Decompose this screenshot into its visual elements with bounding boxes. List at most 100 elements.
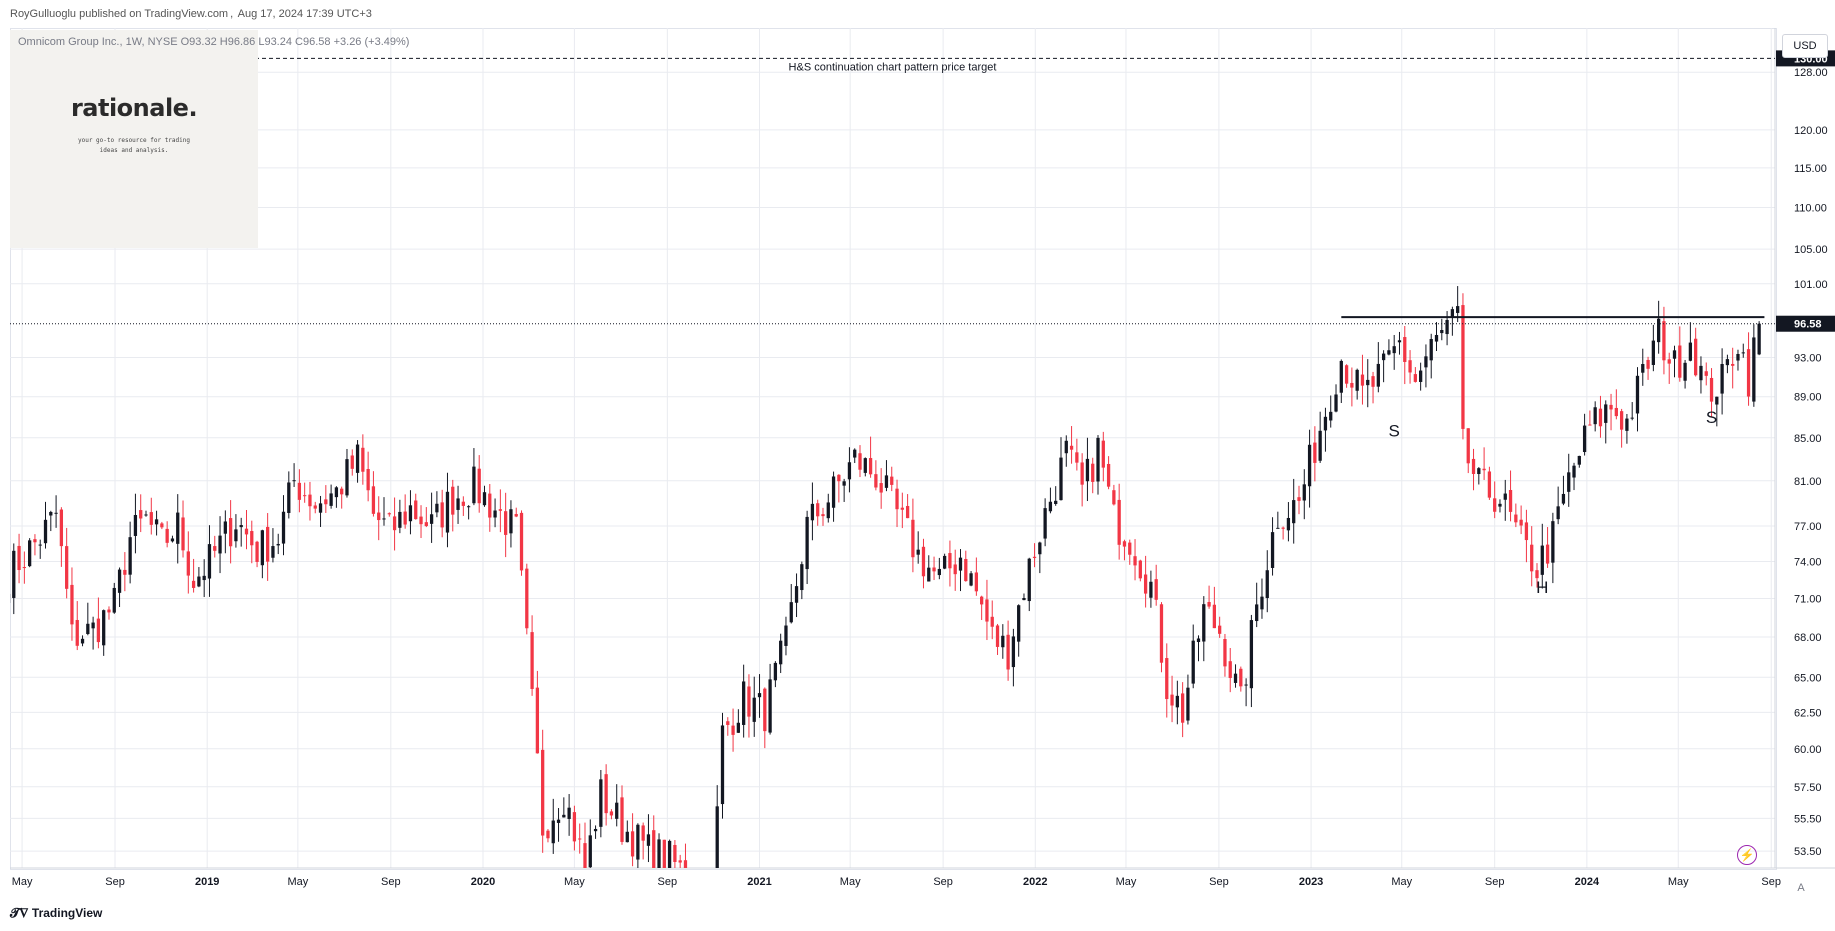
candle-body: [387, 513, 391, 515]
y-tick-label: 65.00: [1794, 672, 1822, 684]
candle-body: [937, 568, 941, 576]
candle-body: [1122, 541, 1127, 547]
candle-body: [123, 569, 127, 575]
candle-body: [202, 575, 206, 581]
candle-body: [1117, 499, 1121, 545]
candle-body: [837, 474, 841, 482]
y-tick-label: 71.00: [1794, 593, 1822, 605]
candle-body: [1191, 640, 1195, 684]
currency-button[interactable]: USD: [1782, 34, 1828, 58]
candle-body: [1456, 306, 1460, 313]
candle-body: [620, 797, 624, 842]
candle-body: [1165, 658, 1169, 700]
y-tick-label: 81.00: [1794, 476, 1822, 488]
candle-body: [1281, 527, 1285, 529]
candle-body: [995, 625, 1000, 647]
candle-body: [1709, 377, 1714, 402]
x-tick-label: 2019: [195, 876, 219, 888]
candle-body: [1503, 493, 1507, 500]
candle-body: [1577, 455, 1581, 465]
candle-body: [1339, 360, 1343, 393]
candle-body: [65, 546, 69, 589]
candle-body: [1588, 424, 1592, 426]
candle-body: [59, 509, 64, 547]
candle-body: [429, 514, 434, 524]
candle-body: [17, 545, 21, 571]
candle-body: [154, 519, 159, 525]
candle-body: [1535, 570, 1539, 579]
y-tick-label: 120.00: [1794, 125, 1828, 137]
candle-body: [1038, 542, 1042, 555]
candle-body: [1265, 570, 1269, 599]
candle-body: [1054, 500, 1058, 504]
candle-body: [599, 779, 603, 827]
candle-body: [715, 806, 719, 868]
candle-body: [567, 807, 571, 819]
candle-body: [1630, 417, 1634, 419]
candle-body: [964, 558, 968, 582]
candle-body: [28, 540, 32, 567]
candle-body: [1112, 490, 1116, 505]
candle-body: [1646, 359, 1650, 369]
candle-body: [1329, 411, 1333, 421]
candle-body: [768, 679, 772, 733]
footer-brand[interactable]: 𝓣∇ TradingView: [10, 905, 102, 921]
candle-body: [340, 488, 344, 495]
candle-body: [160, 523, 164, 528]
auto-scale-icon[interactable]: A: [1797, 882, 1805, 894]
candle-body: [1567, 472, 1571, 492]
candle-body: [133, 514, 138, 536]
candle-body: [519, 512, 524, 571]
candle-body: [1593, 407, 1597, 425]
candle-body: [191, 580, 196, 588]
candle-body: [1609, 404, 1613, 410]
candle-body: [742, 681, 746, 725]
y-tick-label: 74.00: [1794, 557, 1822, 569]
candle-body: [350, 455, 354, 469]
pattern-label: H: [1536, 578, 1548, 597]
candle-body: [1143, 574, 1148, 594]
watermark-tagline: your go-to resource for trading ideas an…: [70, 136, 198, 156]
x-tick-label: May: [840, 876, 861, 888]
candle-body: [578, 838, 582, 840]
candle-body: [1598, 408, 1603, 427]
lightning-icon[interactable]: ⚡: [1737, 845, 1757, 865]
candle-body: [435, 503, 439, 513]
candle-body: [1614, 407, 1618, 417]
candle-body: [1477, 468, 1481, 475]
candle-body: [1239, 668, 1243, 687]
candle-series: [10, 286, 1761, 868]
candle-body: [33, 539, 37, 543]
x-tick-label: Sep: [381, 876, 401, 888]
candle-body: [927, 567, 931, 582]
candle-body: [1233, 673, 1238, 683]
candle-body: [1133, 556, 1137, 566]
candle-body: [562, 814, 566, 818]
candle-body: [324, 499, 328, 505]
candle-body: [250, 531, 254, 546]
candle-body: [117, 569, 122, 593]
tradingview-logo-icon: 𝓣∇: [10, 905, 28, 920]
candle-body: [1641, 364, 1645, 373]
candle-body: [905, 505, 910, 519]
candle-body: [1196, 638, 1201, 643]
candle-body: [1101, 440, 1105, 468]
candle-body: [345, 459, 349, 496]
candle-body: [165, 528, 169, 543]
candle-body: [652, 830, 656, 868]
candle-body: [784, 625, 788, 646]
candle-body: [726, 721, 730, 725]
candle-body: [392, 516, 397, 531]
candle-body: [1159, 604, 1164, 663]
candle-body: [683, 860, 688, 868]
candle-body: [461, 501, 465, 506]
candle-body: [54, 512, 58, 514]
candle-body: [1106, 463, 1111, 487]
candle-body: [1683, 362, 1687, 381]
candle-body: [757, 693, 762, 698]
candle-body: [1715, 396, 1719, 405]
candle-body: [1625, 418, 1629, 431]
candle-body: [1540, 545, 1544, 575]
candle-body: [451, 486, 455, 515]
